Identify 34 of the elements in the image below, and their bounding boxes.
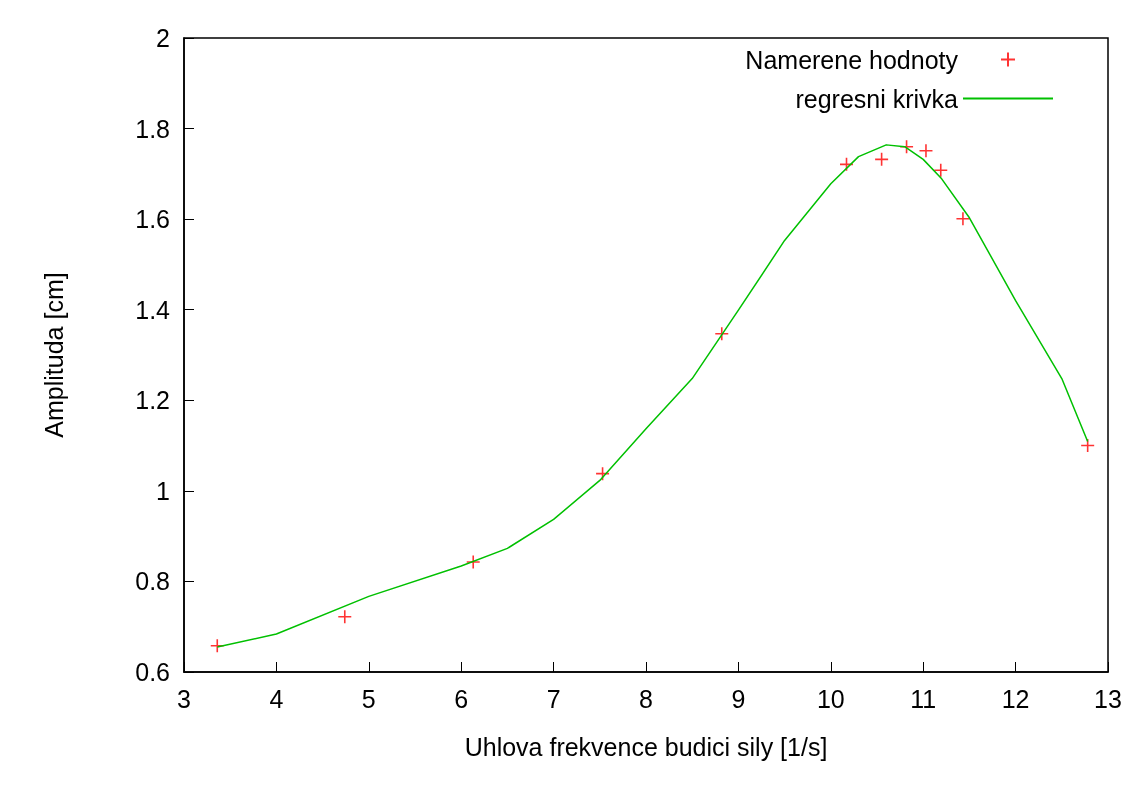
x-tick-label: 5 xyxy=(361,684,376,713)
y-tick-label: 0.6 xyxy=(135,658,170,686)
x-tick-label: 13 xyxy=(1094,684,1122,713)
y-tick-label: 1 xyxy=(156,476,170,505)
x-tick-label: 3 xyxy=(177,684,191,713)
point xyxy=(839,157,854,172)
x-tick-label: 7 xyxy=(546,684,561,713)
x-tick-label: 6 xyxy=(454,684,469,713)
point xyxy=(595,466,610,481)
x-tick-label: 11 xyxy=(910,684,937,713)
point xyxy=(874,152,889,167)
point xyxy=(955,211,971,226)
y-tick-label: 1.4 xyxy=(135,295,171,324)
point xyxy=(933,162,949,178)
x-axis-title: Uhlova frekvence budici sily [1/s] xyxy=(464,732,828,761)
y-tick-label: 1.2 xyxy=(135,386,170,415)
x-tick-label: 4 xyxy=(269,684,284,713)
y-tick-label: 0.8 xyxy=(135,567,170,596)
legend-label: Namerene hodnoty xyxy=(745,45,959,74)
legend-label: regresni krivka xyxy=(795,84,959,113)
point xyxy=(714,326,730,342)
point xyxy=(209,638,225,654)
point xyxy=(918,143,934,159)
y-tick-label: 2 xyxy=(156,24,170,52)
y-tick-label: 1.8 xyxy=(135,114,170,143)
x-tick-label: 8 xyxy=(639,684,653,713)
y-tick-label: 1.6 xyxy=(135,205,170,234)
y-axis-title: Amplituda [cm] xyxy=(39,272,68,438)
point xyxy=(465,554,481,570)
point xyxy=(337,609,353,625)
line-series xyxy=(216,144,1089,648)
x-tick-label: 10 xyxy=(816,684,845,713)
x-tick-label: 9 xyxy=(731,684,746,713)
x-tick-label: 12 xyxy=(1001,684,1030,713)
